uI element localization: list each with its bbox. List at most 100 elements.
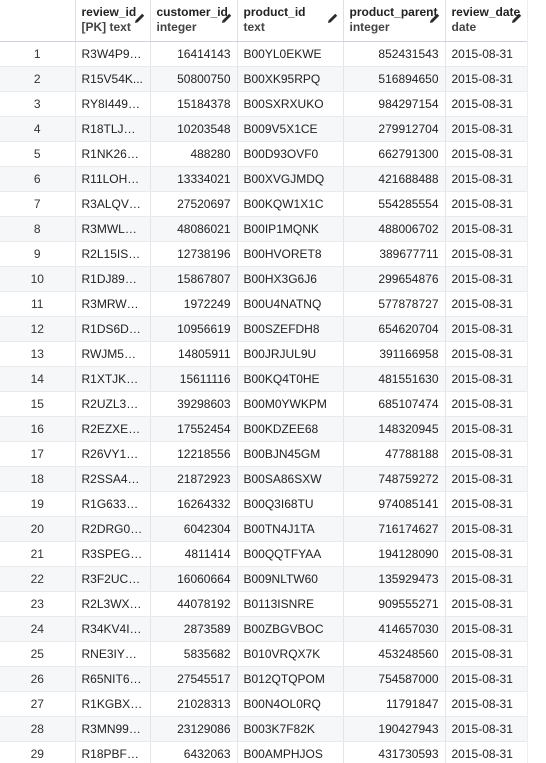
- row-number[interactable]: 15: [0, 391, 76, 417]
- table-row[interactable]: 27 R1KGBXK... 21028313 B00N4OL0RQ 11791847 20…: [0, 691, 528, 717]
- table-row[interactable]: 5 R1NK26S... 488280 B00D93OVF0 662791300 2015…: [0, 141, 528, 167]
- product-parent-cell[interactable]: 299654876: [343, 266, 446, 292]
- product-id-cell[interactable]: B012QTQPOM: [237, 666, 344, 692]
- customer-id-cell[interactable]: 15611116: [150, 366, 238, 392]
- table-row[interactable]: 13 RWJM5E0... 14805911 B00JRJUL9U 391166958 2…: [0, 341, 528, 367]
- row-number[interactable]: 19: [0, 491, 76, 517]
- column-header-product-parent[interactable]: product_parent integer: [343, 0, 446, 42]
- product-id-cell[interactable]: B009NLTW60: [237, 566, 344, 592]
- product-id-cell[interactable]: B00YL0EKWE: [237, 41, 344, 67]
- product-parent-cell[interactable]: 11791847: [343, 691, 446, 717]
- review-id-cell[interactable]: R2L15IS2...: [75, 241, 151, 267]
- customer-id-cell[interactable]: 14805911: [150, 341, 238, 367]
- review-date-cell[interactable]: 2015-08-31: [445, 341, 528, 367]
- product-parent-cell[interactable]: 748759272: [343, 466, 446, 492]
- row-number[interactable]: 24: [0, 616, 76, 642]
- customer-id-cell[interactable]: 2873589: [150, 616, 238, 642]
- review-date-cell[interactable]: 2015-08-31: [445, 41, 528, 67]
- table-row[interactable]: 7 R3ALQVQ... 27520697 B00KQW1X1C 554285554 20…: [0, 191, 528, 217]
- review-id-cell[interactable]: R15V54K...: [75, 66, 151, 92]
- review-date-cell[interactable]: 2015-08-31: [445, 91, 528, 117]
- row-number[interactable]: 23: [0, 591, 76, 617]
- customer-id-cell[interactable]: 50800750: [150, 66, 238, 92]
- product-id-cell[interactable]: B00XK95RPQ: [237, 66, 344, 92]
- product-parent-cell[interactable]: 654620704: [343, 316, 446, 342]
- customer-id-cell[interactable]: 6042304: [150, 516, 238, 542]
- product-parent-cell[interactable]: 190427943: [343, 716, 446, 742]
- review-date-cell[interactable]: 2015-08-31: [445, 291, 528, 317]
- review-date-cell[interactable]: 2015-08-31: [445, 416, 528, 442]
- review-id-cell[interactable]: R2DRG0U...: [75, 516, 151, 542]
- edit-pencil-icon[interactable]: [327, 12, 339, 24]
- product-parent-cell[interactable]: 431730593: [343, 741, 446, 763]
- table-row[interactable]: 26 R65NIT67... 27545517 B012QTQPOM 754587000…: [0, 666, 528, 692]
- row-number[interactable]: 18: [0, 466, 76, 492]
- review-id-cell[interactable]: R65NIT67...: [75, 666, 151, 692]
- product-parent-cell[interactable]: 685107474: [343, 391, 446, 417]
- product-id-cell[interactable]: B00KQ4T0HE: [237, 366, 344, 392]
- product-id-cell[interactable]: B00TN4J1TA: [237, 516, 344, 542]
- table-row[interactable]: 4 R18TLJYC... 10203548 B009V5X1CE 279912704 2…: [0, 116, 528, 142]
- row-number[interactable]: 17: [0, 441, 76, 467]
- table-row[interactable]: 23 R2L3WX7... 44078192 B0113ISNRE 909555271 2…: [0, 591, 528, 617]
- product-id-cell[interactable]: B0113ISNRE: [237, 591, 344, 617]
- review-id-cell[interactable]: R18TLJYC...: [75, 116, 151, 142]
- product-id-cell[interactable]: B00SZEFDH8: [237, 316, 344, 342]
- product-parent-cell[interactable]: 984297154: [343, 91, 446, 117]
- product-parent-cell[interactable]: 414657030: [343, 616, 446, 642]
- review-id-cell[interactable]: RNE3IY22...: [75, 641, 151, 667]
- customer-id-cell[interactable]: 4811414: [150, 541, 238, 567]
- review-id-cell[interactable]: R1XTJKD...: [75, 366, 151, 392]
- row-number[interactable]: 14: [0, 366, 76, 392]
- table-row[interactable]: 24 R34KV4IE... 2873589 B00ZBGVBOC 414657030 2…: [0, 616, 528, 642]
- review-id-cell[interactable]: R3MWLXL...: [75, 216, 151, 242]
- customer-id-cell[interactable]: 27520697: [150, 191, 238, 217]
- review-id-cell[interactable]: R3F2UCQ...: [75, 566, 151, 592]
- product-id-cell[interactable]: B00M0YWKPM: [237, 391, 344, 417]
- review-id-cell[interactable]: R2EZXET...: [75, 416, 151, 442]
- review-date-cell[interactable]: 2015-08-31: [445, 466, 528, 492]
- review-date-cell[interactable]: 2015-08-31: [445, 166, 528, 192]
- product-parent-cell[interactable]: 516894650: [343, 66, 446, 92]
- review-id-cell[interactable]: R1DS6DK...: [75, 316, 151, 342]
- review-date-cell[interactable]: 2015-08-31: [445, 691, 528, 717]
- row-number[interactable]: 4: [0, 116, 76, 142]
- product-id-cell[interactable]: B00BJN45GM: [237, 441, 344, 467]
- customer-id-cell[interactable]: 16264332: [150, 491, 238, 517]
- customer-id-cell[interactable]: 44078192: [150, 591, 238, 617]
- review-date-cell[interactable]: 2015-08-31: [445, 66, 528, 92]
- product-parent-cell[interactable]: 716174627: [343, 516, 446, 542]
- product-id-cell[interactable]: B00IP1MQNK: [237, 216, 344, 242]
- customer-id-cell[interactable]: 39298603: [150, 391, 238, 417]
- review-id-cell[interactable]: R3MRWN...: [75, 291, 151, 317]
- row-number[interactable]: 7: [0, 191, 76, 217]
- product-parent-cell[interactable]: 852431543: [343, 41, 446, 67]
- product-id-cell[interactable]: B00KQW1X1C: [237, 191, 344, 217]
- review-date-cell[interactable]: 2015-08-31: [445, 391, 528, 417]
- product-parent-cell[interactable]: 421688488: [343, 166, 446, 192]
- customer-id-cell[interactable]: 15867807: [150, 266, 238, 292]
- review-id-cell[interactable]: R26VY1L1...: [75, 441, 151, 467]
- product-parent-cell[interactable]: 389677711: [343, 241, 446, 267]
- table-row[interactable]: 18 R2SSA4N... 21872923 B00SA86SXW 748759272 2…: [0, 466, 528, 492]
- review-id-cell[interactable]: R3W4P9U...: [75, 41, 151, 67]
- product-id-cell[interactable]: B00HX3G6J6: [237, 266, 344, 292]
- table-row[interactable]: 10 R1DJ8976... 15867807 B00HX3G6J6 299654876…: [0, 266, 528, 292]
- review-date-cell[interactable]: 2015-08-31: [445, 241, 528, 267]
- review-date-cell[interactable]: 2015-08-31: [445, 716, 528, 742]
- review-id-cell[interactable]: R11LOHE...: [75, 166, 151, 192]
- review-id-cell[interactable]: R34KV4IE...: [75, 616, 151, 642]
- customer-id-cell[interactable]: 27545517: [150, 666, 238, 692]
- table-row[interactable]: 14 R1XTJKD... 15611116 B00KQ4T0HE 481551630 2…: [0, 366, 528, 392]
- row-number[interactable]: 22: [0, 566, 76, 592]
- row-number[interactable]: 16: [0, 416, 76, 442]
- vertical-scrollbar[interactable]: [527, 0, 546, 763]
- customer-id-cell[interactable]: 488280: [150, 141, 238, 167]
- product-id-cell[interactable]: B00XVGJMDQ: [237, 166, 344, 192]
- product-id-cell[interactable]: B009V5X1CE: [237, 116, 344, 142]
- product-parent-cell[interactable]: 577878727: [343, 291, 446, 317]
- review-id-cell[interactable]: R3MN996...: [75, 716, 151, 742]
- customer-id-cell[interactable]: 21028313: [150, 691, 238, 717]
- customer-id-cell[interactable]: 1972249: [150, 291, 238, 317]
- product-id-cell[interactable]: B010VRQX7K: [237, 641, 344, 667]
